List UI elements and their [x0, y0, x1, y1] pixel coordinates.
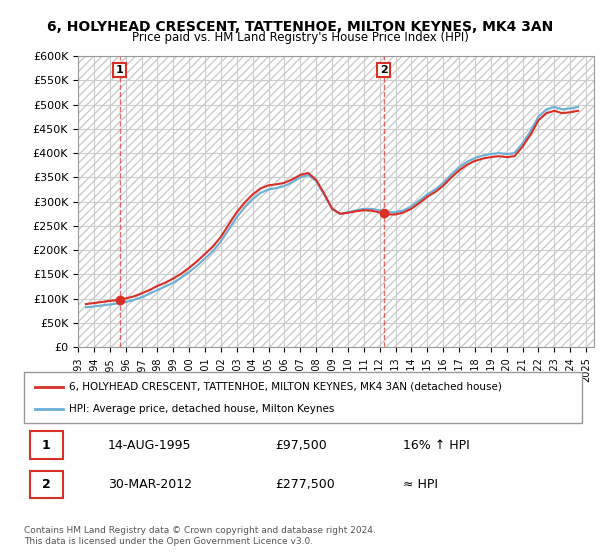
Text: HPI: Average price, detached house, Milton Keynes: HPI: Average price, detached house, Milt…: [68, 404, 334, 414]
Text: 14-AUG-1995: 14-AUG-1995: [108, 438, 191, 451]
Text: 6, HOLYHEAD CRESCENT, TATTENHOE, MILTON KEYNES, MK4 3AN (detached house): 6, HOLYHEAD CRESCENT, TATTENHOE, MILTON …: [68, 381, 502, 391]
Text: ≈ HPI: ≈ HPI: [403, 478, 439, 491]
Text: 1: 1: [42, 438, 50, 451]
Text: Price paid vs. HM Land Registry's House Price Index (HPI): Price paid vs. HM Land Registry's House …: [131, 31, 469, 44]
FancyBboxPatch shape: [29, 431, 63, 459]
Text: £277,500: £277,500: [275, 478, 335, 491]
Text: 16% ↑ HPI: 16% ↑ HPI: [403, 438, 470, 451]
Text: Contains HM Land Registry data © Crown copyright and database right 2024.
This d: Contains HM Land Registry data © Crown c…: [24, 526, 376, 546]
Text: £97,500: £97,500: [275, 438, 327, 451]
Text: 1: 1: [116, 65, 124, 74]
Text: 30-MAR-2012: 30-MAR-2012: [108, 478, 192, 491]
Text: 2: 2: [380, 65, 388, 74]
Text: 6, HOLYHEAD CRESCENT, TATTENHOE, MILTON KEYNES, MK4 3AN: 6, HOLYHEAD CRESCENT, TATTENHOE, MILTON …: [47, 20, 553, 34]
Text: 2: 2: [42, 478, 50, 491]
FancyBboxPatch shape: [24, 372, 582, 423]
FancyBboxPatch shape: [29, 471, 63, 498]
